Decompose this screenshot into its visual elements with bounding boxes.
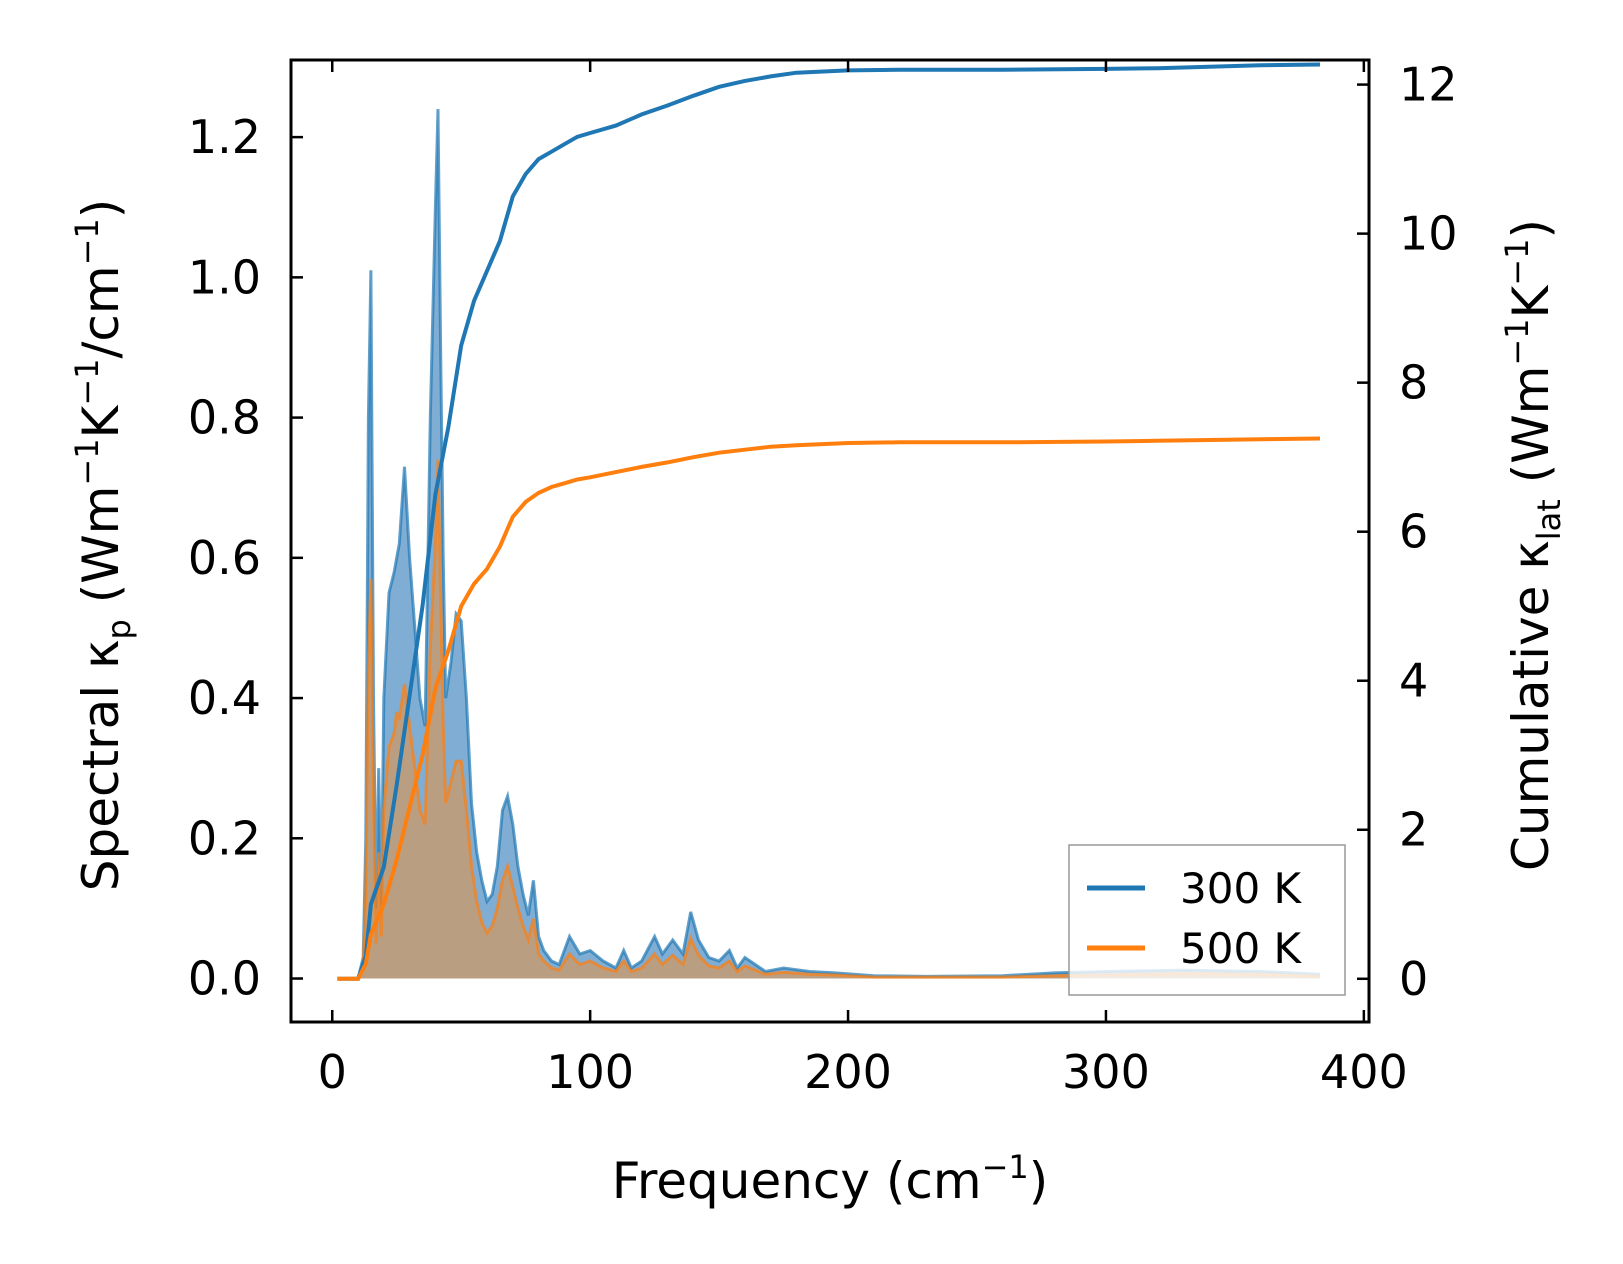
- axes-frame: [289, 58, 1371, 1024]
- y-right-tick-label: 12: [1399, 58, 1458, 112]
- y-left-tick-label: 0.2: [188, 811, 261, 865]
- legend: 300 K 500 K: [1068, 844, 1346, 996]
- y-left-tick-label: 0.0: [188, 952, 261, 1006]
- y-left-tick-label: 0.4: [188, 671, 261, 725]
- y-right-tick-label: 0: [1399, 952, 1428, 1006]
- spectral-line-500k: [337, 459, 1321, 980]
- x-tick-label: 400: [1320, 1045, 1408, 1099]
- x-axis-label: Frequency (cm−1): [612, 1148, 1049, 1210]
- y-right-tick-label: 2: [1399, 803, 1428, 857]
- legend-label-500k: 500 K: [1180, 924, 1303, 973]
- y-axis-right-label: Cumulative κlat (Wm−1K−1): [1498, 219, 1568, 871]
- cumulative-line-500k: [337, 436, 1321, 981]
- x-tick-label: 100: [546, 1045, 634, 1099]
- legend-box: [1068, 844, 1346, 996]
- y-right-tick-label: 8: [1399, 356, 1428, 410]
- y-left-tick-label: 0.6: [188, 531, 261, 585]
- x-tick-label: 300: [1062, 1045, 1150, 1099]
- axes: [289, 58, 1371, 1024]
- x-tick-label: 200: [804, 1045, 892, 1099]
- ticks: 0 100 200 300 400 0.0 0.2 0.4 0.6 0.8 1.0 1.2 0 2 4 6 8 1…: [188, 58, 1458, 1099]
- plot-area: [337, 62, 1321, 981]
- y-left-tick-label: 1.0: [188, 250, 261, 304]
- spectral-area-500k: [337, 459, 1320, 979]
- y-right-tick-label: 6: [1399, 505, 1428, 559]
- x-tick-label: 0: [318, 1045, 347, 1099]
- y-left-tick-label: 0.8: [188, 391, 261, 445]
- legend-label-300k: 300 K: [1180, 864, 1303, 913]
- y-right-tick-label: 10: [1399, 207, 1458, 261]
- y-right-tick-label: 4: [1399, 654, 1428, 708]
- cumulative-line-300k: [337, 62, 1321, 981]
- y-axis-left-label: Spectral κp (Wm−1K−1/cm−1): [68, 199, 138, 892]
- spectral-line-300k: [337, 109, 1321, 980]
- y-left-tick-label: 1.2: [188, 110, 261, 164]
